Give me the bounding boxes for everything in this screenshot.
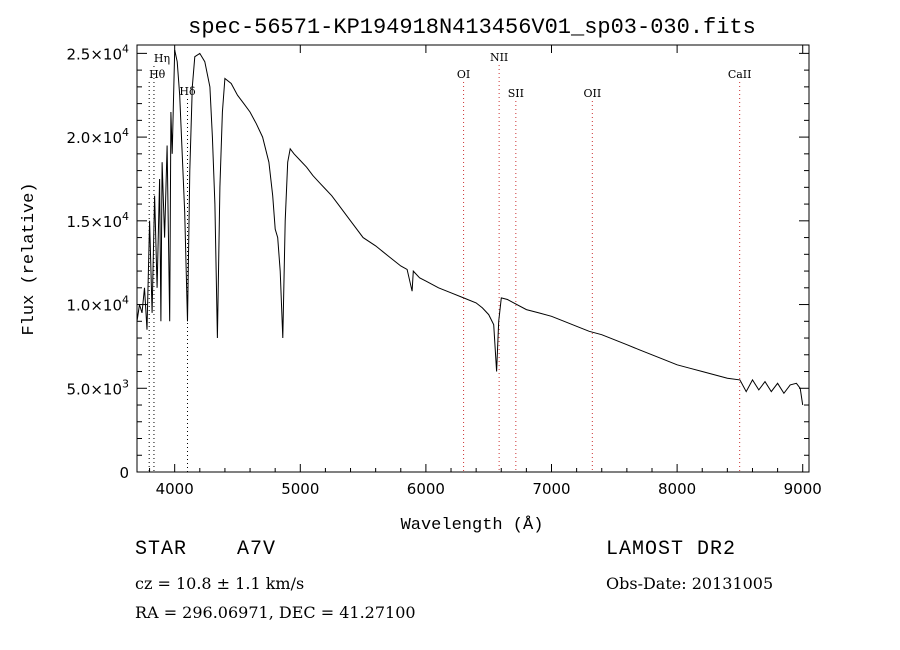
line-marker-label: Hδ bbox=[179, 85, 196, 98]
survey-name: LAMOST DR2 bbox=[606, 538, 737, 561]
y-tick-label: 5.0×103 bbox=[66, 377, 129, 398]
spectrum-plot: spec-56571-KP194918N413456V01_sp03-030.f… bbox=[20, 15, 822, 535]
line-marker-label: CaII bbox=[728, 68, 752, 81]
y-tick-label: 1.0×104 bbox=[66, 294, 129, 315]
spectral-line-markers: Hη Hθ Hδ OI NII SII OII CaII bbox=[148, 51, 752, 472]
spectral-type-value: A7V bbox=[237, 538, 277, 561]
coordinates-text: RA = 296.06971, DEC = 41.27100 bbox=[135, 603, 416, 622]
x-tick-label: 8000 bbox=[658, 480, 696, 498]
observation-date: Obs-Date: 20131005 bbox=[606, 574, 774, 593]
y-tick-label: 2.0×104 bbox=[66, 126, 129, 147]
x-tick-label: 5000 bbox=[281, 480, 319, 498]
line-marker-label: Hη bbox=[154, 52, 170, 65]
object-class-label: STAR bbox=[135, 538, 188, 561]
y-tick-label: 0 bbox=[119, 464, 129, 482]
line-marker-label: NII bbox=[490, 51, 508, 64]
x-tick-label: 6000 bbox=[407, 480, 445, 498]
y-tick-label: 1.5×104 bbox=[66, 210, 129, 231]
redshift-text: cz = 10.8 ± 1.1 km/s bbox=[135, 574, 305, 593]
y-axis: 0 5.0×103 1.0×104 1.5×104 2.0×104 2.5×104 bbox=[66, 42, 809, 482]
spectrum-series-line bbox=[136, 49, 804, 406]
y-tick-label: 2.5×104 bbox=[66, 42, 129, 63]
line-marker-label: OII bbox=[583, 87, 601, 100]
line-marker-label: OI bbox=[457, 68, 470, 81]
plot-frame bbox=[136, 44, 810, 473]
x-tick-label: 7000 bbox=[532, 480, 570, 498]
x-tick-label: 4000 bbox=[156, 480, 194, 498]
line-marker-label: SII bbox=[508, 87, 524, 100]
x-axis: 4000 5000 6000 7000 8000 9000 bbox=[149, 45, 822, 498]
y-axis-label: Flux (relative) bbox=[20, 182, 39, 335]
line-marker-label: Hθ bbox=[149, 68, 166, 81]
x-axis-label: Wavelength (Å) bbox=[401, 516, 544, 535]
chart-title: spec-56571-KP194918N413456V01_sp03-030.f… bbox=[188, 15, 756, 40]
x-tick-label: 9000 bbox=[784, 480, 822, 498]
